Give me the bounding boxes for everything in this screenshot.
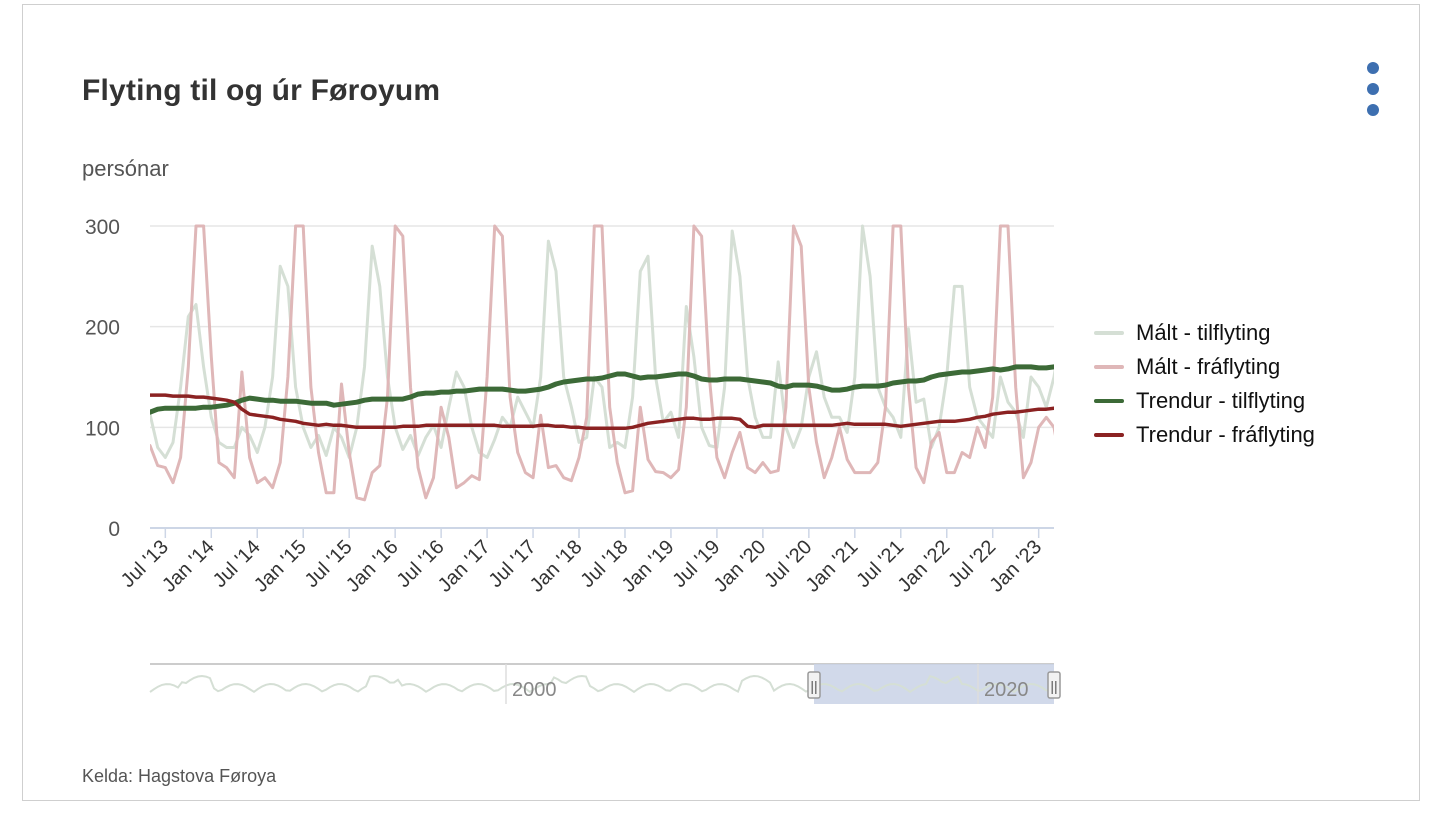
series-line-measured-in: [150, 224, 1054, 459]
legend-swatch: [1094, 365, 1124, 369]
navigator[interactable]: 2000 2020 || ||: [149, 663, 1061, 704]
x-tick-label: Jan '23: [985, 536, 1046, 597]
legend-item-trend-out[interactable]: Trendur - fráflyting: [1094, 418, 1315, 452]
x-tick-label: Jan '14: [158, 536, 219, 597]
legend-label: Trendur - tilflyting: [1136, 388, 1306, 413]
x-tick-label: Jan '15: [250, 536, 311, 597]
legend-swatch: [1094, 399, 1124, 403]
navigator-handle-right[interactable]: ||: [1047, 671, 1061, 699]
legend-label: Mált - fráflyting: [1136, 354, 1281, 379]
series-line-trend-out: [150, 393, 1054, 431]
navigator-year-label: 2020: [984, 679, 1029, 701]
y-tick-labels: 0 100 200 300: [85, 216, 120, 541]
x-tick-label: Jan '22: [894, 536, 955, 597]
y-axis-label: persónar: [82, 156, 169, 181]
source-credit: Kelda: Hagstova Føroya: [82, 766, 277, 786]
legend-label: Mált - tilflyting: [1136, 320, 1271, 345]
menu-dot: [1367, 104, 1379, 116]
series-lines: [150, 224, 1054, 502]
handle-grip-icon: ||: [1050, 678, 1057, 694]
legend: Mált - tilflyting Mált - fráflyting Tren…: [1094, 316, 1315, 452]
menu-dot: [1367, 62, 1379, 74]
series-line-measured-out: [150, 224, 1054, 502]
y-tick-label: 300: [85, 216, 120, 239]
legend-swatch: [1094, 433, 1124, 437]
navigator-handle-left[interactable]: ||: [807, 671, 821, 699]
chart-card: [22, 4, 1420, 801]
handle-grip-icon: ||: [810, 678, 817, 694]
x-tick-label: Jan '21: [802, 536, 863, 597]
legend-item-measured-in[interactable]: Mált - tilflyting: [1094, 316, 1315, 350]
y-tick-label: 100: [85, 417, 120, 440]
y-tick-label: 0: [108, 518, 120, 541]
navigator-year-label: 2000: [512, 679, 557, 701]
y-tick-label: 200: [85, 317, 120, 340]
legend-swatch: [1094, 331, 1124, 335]
chart-title: Flyting til og úr Føroyum: [82, 74, 441, 107]
x-tick-label: Jan '20: [710, 536, 771, 597]
legend-label: Trendur - fráflyting: [1136, 422, 1315, 447]
x-tick-label: Jan '17: [434, 536, 495, 597]
three-dots-vertical-icon[interactable]: [1358, 58, 1388, 120]
navigator-series: [149, 674, 1055, 694]
legend-item-trend-in[interactable]: Trendur - tilflyting: [1094, 384, 1315, 418]
x-tick-label: Jan '16: [342, 536, 403, 597]
series-line-trend-in: [150, 364, 1054, 415]
menu-dot: [1367, 83, 1379, 95]
legend-item-measured-out[interactable]: Mált - fráflyting: [1094, 350, 1315, 384]
x-tick-label: Jan '18: [526, 536, 587, 597]
x-tick-label: Jan '19: [618, 536, 679, 597]
